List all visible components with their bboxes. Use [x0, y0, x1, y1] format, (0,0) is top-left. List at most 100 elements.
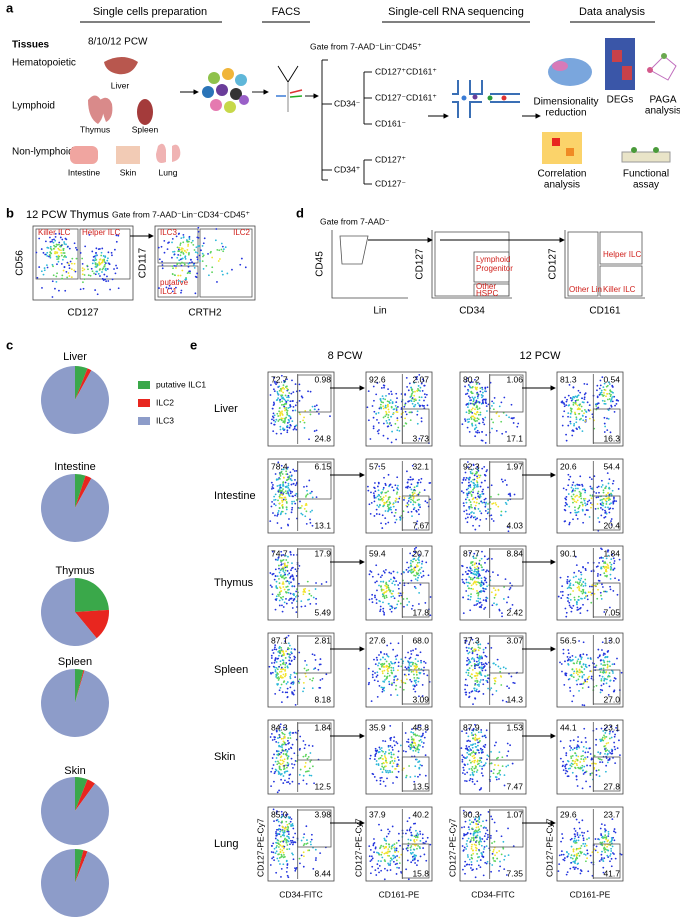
- event: [583, 681, 586, 684]
- group: Lymphoid: [12, 101, 55, 112]
- event: [385, 653, 388, 655]
- event: [387, 507, 390, 510]
- event: [490, 770, 493, 773]
- event: [564, 607, 567, 610]
- event: [501, 699, 504, 702]
- event: [182, 234, 185, 236]
- event: [495, 741, 497, 744]
- event: [383, 852, 386, 855]
- event: [579, 475, 582, 478]
- event: [606, 749, 609, 752]
- event: [289, 550, 292, 553]
- event: [572, 498, 575, 501]
- event: [294, 502, 297, 505]
- event: [397, 750, 400, 753]
- event: [396, 862, 398, 865]
- event: [577, 595, 580, 598]
- event: [293, 425, 296, 428]
- event: [394, 422, 397, 425]
- event: [559, 757, 562, 760]
- event: [564, 509, 567, 512]
- event: [67, 272, 70, 274]
- event: [603, 671, 606, 674]
- tissues-title: Tissues: [12, 40, 49, 51]
- event: [581, 766, 583, 769]
- event: [407, 500, 410, 502]
- event: [480, 500, 482, 503]
- event: [464, 764, 466, 766]
- event: [291, 562, 293, 565]
- event: [590, 758, 593, 761]
- event: [481, 774, 484, 777]
- event: [396, 571, 399, 574]
- event: [284, 779, 286, 782]
- event: [581, 397, 584, 400]
- event: [282, 428, 284, 431]
- event: [472, 588, 474, 590]
- event: [591, 772, 593, 775]
- event: [404, 682, 407, 685]
- event: [286, 844, 289, 846]
- event: [279, 590, 282, 593]
- event: [576, 746, 578, 748]
- event: [476, 571, 479, 574]
- event: [385, 759, 387, 762]
- event: [177, 248, 180, 251]
- event: [231, 268, 233, 271]
- event: [377, 860, 380, 862]
- event: [507, 764, 510, 767]
- event: [285, 408, 288, 411]
- event: [478, 788, 481, 791]
- event: [596, 389, 598, 392]
- event: [387, 586, 390, 589]
- event: [303, 667, 306, 670]
- event: [306, 842, 309, 845]
- event: [466, 659, 468, 662]
- event: [107, 280, 110, 282]
- event: [280, 649, 283, 652]
- event: [605, 682, 608, 685]
- event: [482, 651, 485, 654]
- event: [35, 251, 38, 254]
- event: [481, 388, 484, 391]
- event: [497, 505, 500, 508]
- event: [461, 730, 463, 733]
- event: [381, 574, 383, 577]
- event: [196, 236, 199, 239]
- event: [395, 409, 398, 411]
- y-label: CD45: [315, 251, 326, 277]
- event: [468, 696, 470, 699]
- event: [603, 611, 606, 613]
- event: [506, 754, 509, 757]
- event: [395, 518, 398, 521]
- event: [613, 663, 616, 665]
- event: [384, 415, 387, 418]
- event: [474, 378, 476, 381]
- gate-label: Gate from 7-AAD⁻Lin⁻CD34⁻CD45⁺: [112, 209, 250, 219]
- event: [473, 507, 476, 509]
- event: [412, 391, 414, 393]
- event: [501, 432, 504, 435]
- pie-slice: [75, 366, 88, 400]
- event: [474, 581, 477, 584]
- event: [52, 241, 55, 244]
- event: [382, 434, 385, 437]
- event: [570, 399, 573, 402]
- event: [379, 663, 382, 666]
- event: [288, 777, 291, 780]
- event: [581, 483, 583, 486]
- event: [605, 503, 608, 505]
- event: [464, 385, 466, 388]
- event: [289, 404, 292, 407]
- event: [415, 663, 418, 666]
- event: [463, 504, 465, 507]
- event: [410, 510, 413, 513]
- event: [610, 520, 612, 522]
- event: [372, 416, 375, 419]
- event: [464, 642, 467, 644]
- event: [594, 666, 597, 668]
- event: [481, 490, 484, 493]
- event: [473, 759, 476, 762]
- event: [607, 482, 610, 485]
- event: [575, 672, 578, 674]
